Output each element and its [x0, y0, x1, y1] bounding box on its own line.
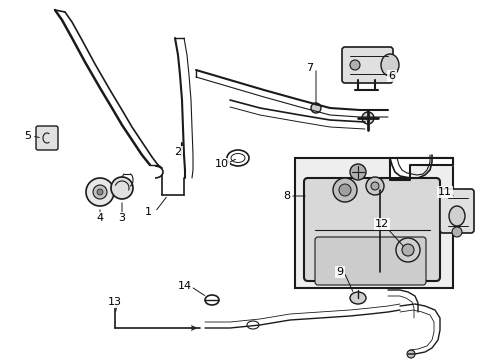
Circle shape	[361, 112, 373, 124]
Circle shape	[365, 177, 383, 195]
Circle shape	[332, 178, 356, 202]
Text: 1: 1	[144, 207, 151, 217]
Circle shape	[349, 60, 359, 70]
Text: 2: 2	[174, 147, 181, 157]
Circle shape	[111, 177, 133, 199]
Circle shape	[349, 164, 365, 180]
FancyBboxPatch shape	[304, 178, 439, 281]
Text: 11: 11	[437, 187, 451, 197]
Text: 7: 7	[306, 63, 313, 73]
FancyBboxPatch shape	[341, 47, 392, 83]
Text: 3: 3	[118, 213, 125, 223]
Text: 8: 8	[283, 191, 290, 201]
Text: 14: 14	[178, 281, 192, 291]
FancyBboxPatch shape	[36, 126, 58, 150]
Ellipse shape	[349, 292, 365, 304]
FancyBboxPatch shape	[314, 237, 425, 285]
Ellipse shape	[448, 206, 464, 226]
Circle shape	[451, 227, 461, 237]
Circle shape	[370, 182, 378, 190]
Text: 12: 12	[374, 219, 388, 229]
Text: 5: 5	[24, 131, 31, 141]
Circle shape	[86, 178, 114, 206]
Ellipse shape	[380, 54, 398, 76]
Circle shape	[338, 184, 350, 196]
Text: 13: 13	[108, 297, 122, 307]
Circle shape	[97, 189, 103, 195]
Bar	[294, 158, 452, 288]
Circle shape	[401, 244, 413, 256]
Circle shape	[310, 103, 320, 113]
Text: 10: 10	[215, 159, 228, 169]
Circle shape	[93, 185, 107, 199]
Text: 9: 9	[336, 267, 343, 277]
Text: 4: 4	[96, 213, 103, 223]
Circle shape	[406, 350, 414, 358]
Circle shape	[395, 238, 419, 262]
Polygon shape	[389, 158, 452, 180]
FancyBboxPatch shape	[439, 189, 473, 233]
Text: 6: 6	[387, 71, 395, 81]
